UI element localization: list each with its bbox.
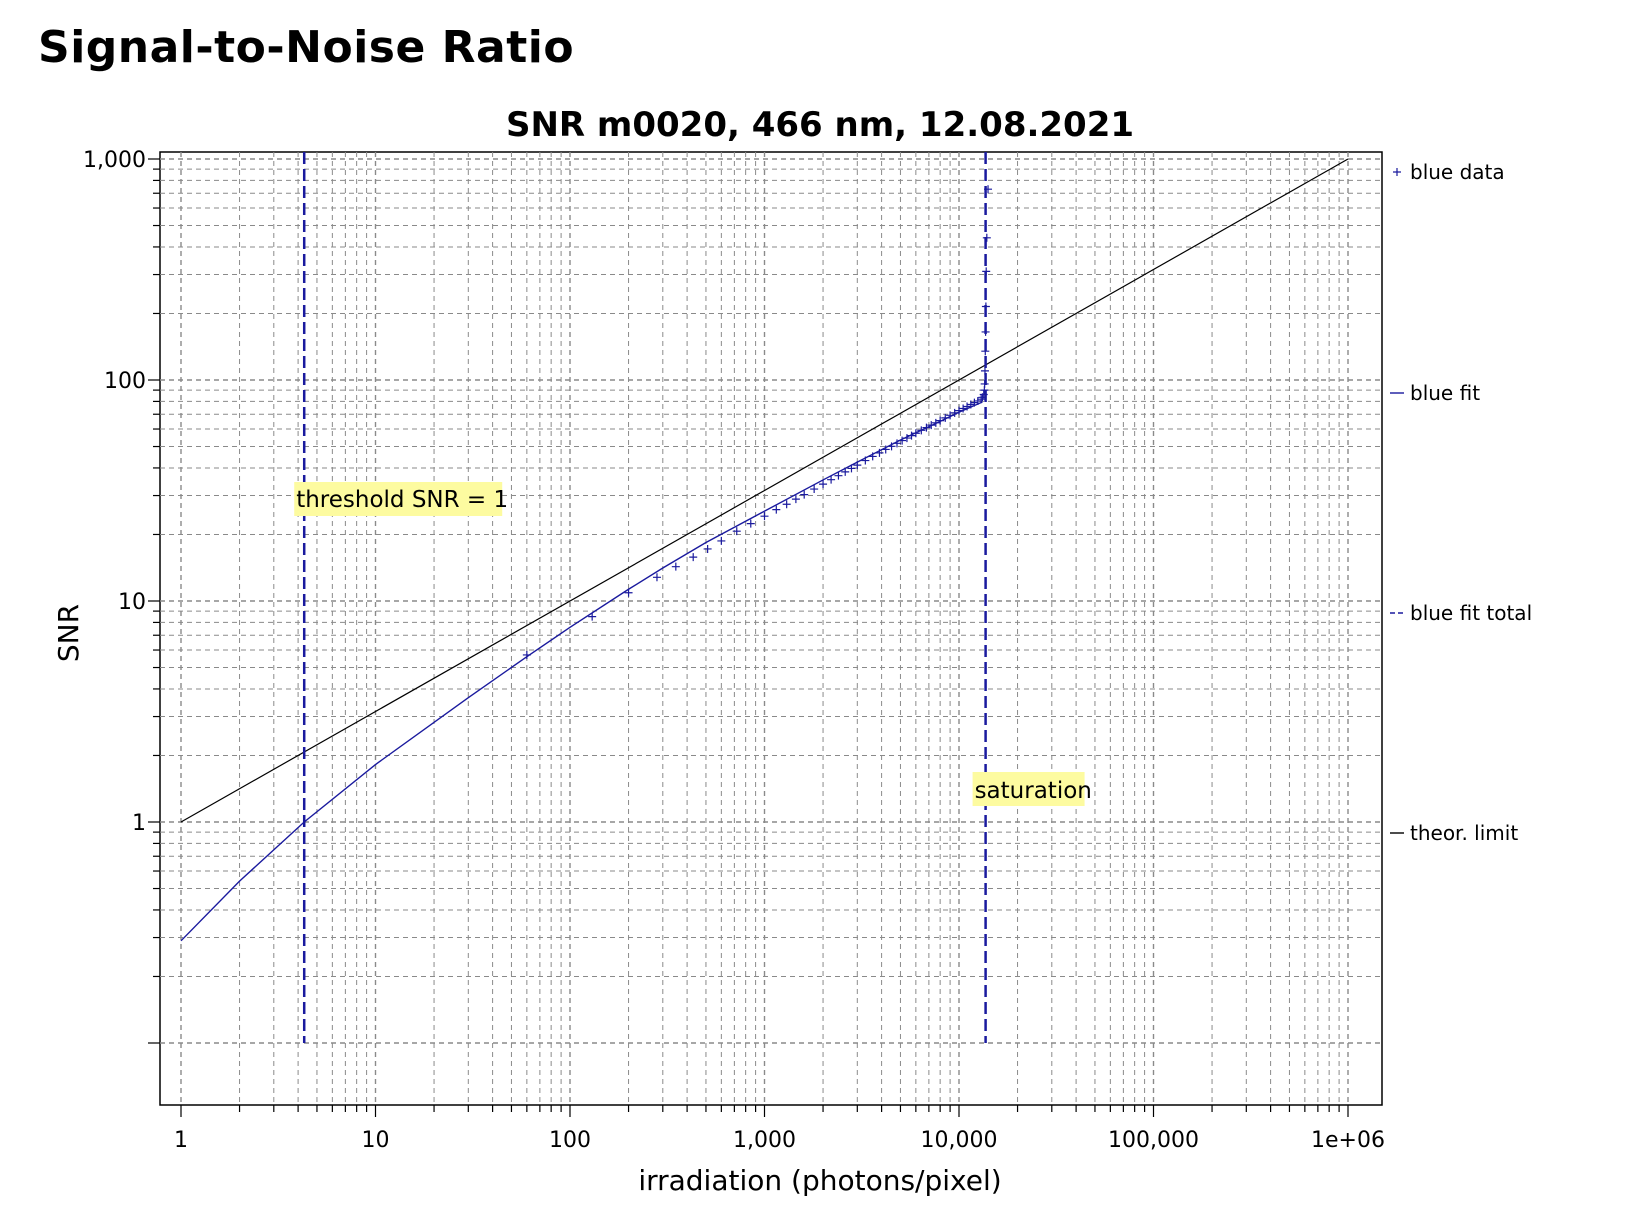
data-point [981,302,990,311]
data-point [946,411,955,420]
data-point [746,519,755,528]
data-point [810,485,819,494]
data-point [931,418,940,427]
data-point [827,475,836,484]
data-point [955,406,963,415]
x-tick-label: 10 [362,1128,390,1153]
y-tick-label: 100 [104,369,146,394]
data-point [984,185,993,194]
legend-label: blue data [1410,160,1505,184]
data-point [963,402,972,411]
legend: blue data blue fit blue fit total theor. li… [1390,160,1532,845]
data-point [875,448,884,457]
data-point [861,456,870,465]
legend-label: theor. limit [1410,821,1518,845]
y-tick-label: 1 [132,811,146,836]
data-point [950,408,959,417]
data-point [819,480,828,489]
plot-area [159,151,1383,1106]
data-point [689,553,698,562]
data-point [717,536,726,545]
data-point [973,396,982,405]
data-point [981,327,990,336]
saturation-annotation-box [972,772,1085,806]
data-point [868,452,877,461]
data-point [834,471,843,480]
threshold-annotation: threshold SNR = 1 [296,487,508,513]
series [180,152,1349,1043]
data-point [922,423,931,432]
data-point [782,500,791,509]
data-point [772,505,781,514]
data-point [979,390,988,399]
y-tick-label: 1,000 [83,148,146,173]
data-point [941,413,950,422]
x-tick-label: 100,000 [1108,1128,1199,1153]
data-point [970,398,979,407]
data-point [887,442,896,451]
data-point [841,467,850,476]
data-point [966,400,975,409]
x-tick-label: 1,000 [733,1128,796,1153]
grid [160,152,1382,1105]
data-point [881,445,890,454]
data-point [907,431,916,440]
data-point [977,395,986,404]
x-tick-label: 10,000 [921,1128,998,1153]
data-point [732,527,741,536]
axis-ticks: 1 10 100 1,000 10,000 100,000 1e+06 1 10 100 1,000 [83,148,1385,1153]
annotations: threshold SNR = 1 saturation [294,482,1092,806]
legend-label: blue fit [1410,381,1480,405]
data-point [893,439,902,448]
theor-limit-line [180,158,1349,823]
x-axis-label: irradiation (photons/pixel) [638,1164,1001,1197]
data-point [927,421,936,430]
data-point [847,464,856,473]
data-point [982,267,991,276]
data-point [800,490,809,499]
threshold-annotation-box [294,482,503,516]
data-point [522,650,531,659]
data-point [980,379,989,388]
data-point [980,366,989,375]
data-point [703,544,712,553]
data-point [853,461,862,470]
data-point [898,436,907,445]
page-heading: Signal-to-Noise Ratio [38,22,575,73]
x-tick-label: 1 [174,1128,188,1153]
x-tick-label: 1e+06 [1311,1128,1385,1153]
data-point [760,512,769,521]
data-point [652,573,661,582]
data-point [911,429,920,438]
legend-label: blue fit total [1410,601,1532,625]
data-point [981,347,990,356]
data-point [959,404,968,413]
data-point [671,562,680,571]
data-point [982,233,991,242]
data-point [588,612,597,621]
data-point [624,588,633,597]
data-point [936,416,945,425]
y-axis-label: SNR [52,604,85,662]
x-tick-label: 100 [549,1128,591,1153]
y-tick-label: 10 [118,590,146,615]
data-point [791,495,800,504]
saturation-annotation: saturation [975,778,1092,804]
legend-marker [1393,168,1401,176]
data-point [917,426,926,435]
chart-title: SNR m0020, 466 nm, 12.08.2021 [506,105,1134,145]
data-point [902,434,911,443]
